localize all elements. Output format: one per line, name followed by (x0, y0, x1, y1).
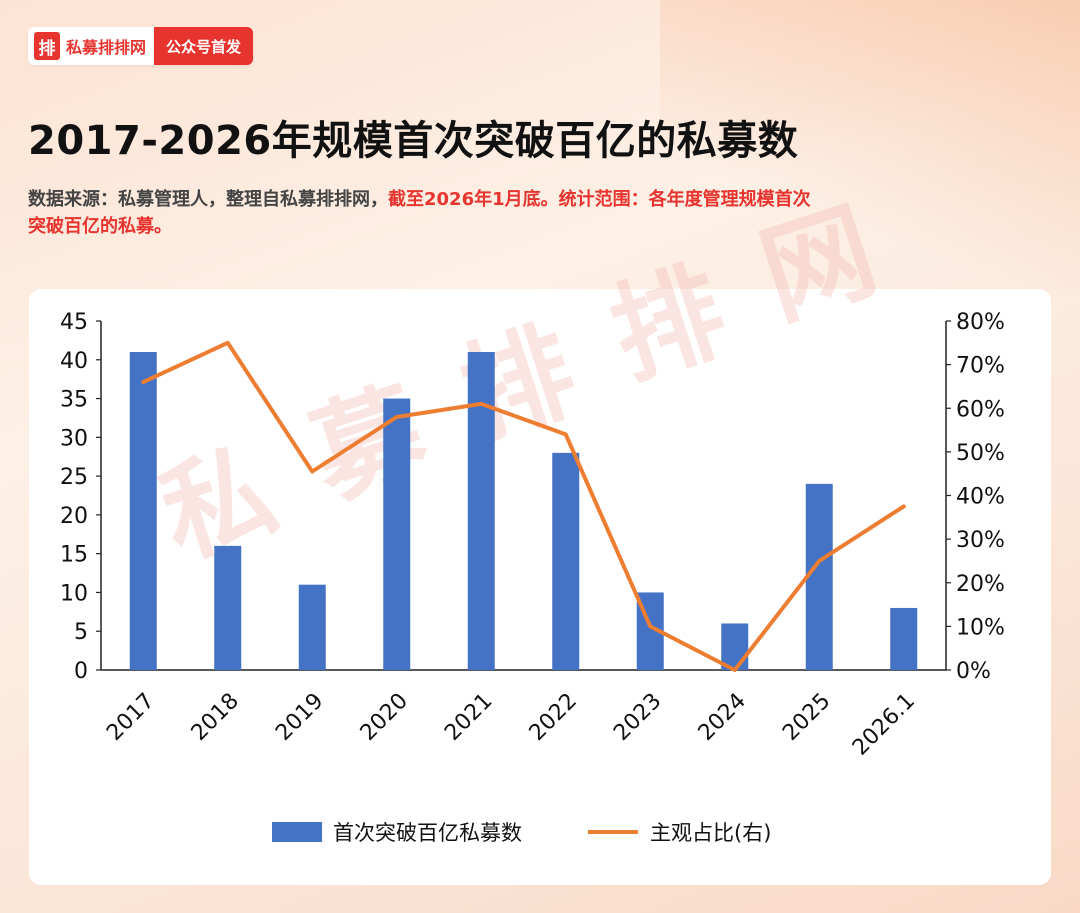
watermark-char: 排 (596, 246, 740, 402)
bar (383, 398, 411, 670)
brand-name: 私募排排网 (66, 38, 147, 57)
source-highlight-text: 截至2026年1月底。统计范围：各年度管理规模首次突破百亿的私募。 (28, 189, 811, 237)
chart-card (29, 289, 1051, 885)
x-tick-label: 2021 (440, 689, 497, 746)
x-tick-label: 2017 (102, 689, 159, 746)
x-tick-label: 2018 (187, 689, 244, 746)
page-title: 2017-2026年规模首次突破百亿的私募数 (28, 118, 799, 164)
y2-tick-label: 40% (956, 485, 1005, 510)
y-tick-label: 30 (60, 426, 88, 451)
y2-tick-label: 50% (956, 441, 1005, 466)
source-plain-text: 数据来源：私募管理人，整理自私募排排网， (28, 189, 388, 210)
x-tick-label: 2020 (356, 689, 413, 746)
watermark-char: 网 (746, 186, 890, 342)
brand-badge: 排 私募排排网 公众号首发 (28, 27, 254, 65)
y2-tick-label: 30% (956, 528, 1005, 553)
y2-tick-label: 60% (956, 397, 1005, 422)
y-tick-label: 40 (60, 349, 88, 374)
y-tick-label: 45 (60, 310, 88, 335)
line-series (141, 340, 906, 672)
y-tick-label: 10 (60, 581, 88, 606)
background-decoration (660, 0, 1080, 290)
y2-tick-label: 20% (956, 572, 1005, 597)
x-tick-label: 2023 (609, 689, 666, 746)
bar (129, 352, 157, 670)
bar (721, 623, 749, 670)
legend-bar-swatch (272, 822, 322, 842)
bar (467, 352, 495, 670)
brand-logo-icon: 排 (34, 32, 60, 60)
x-tick-label: 2019 (271, 689, 328, 746)
x-tick-label: 2022 (525, 689, 582, 746)
y-tick-label: 15 (60, 543, 88, 568)
y-tick-label: 0 (74, 659, 88, 684)
source-note: 数据来源：私募管理人，整理自私募排排网，截至2026年1月底。统计范围：各年度管… (28, 186, 828, 240)
watermark-char: 募 (295, 366, 441, 522)
publish-tag: 公众号首发 (154, 27, 254, 65)
bar (214, 545, 242, 670)
y-tick-label: 25 (60, 465, 88, 490)
bar (890, 607, 918, 670)
x-tick-label: 2024 (694, 689, 751, 746)
y-tick-label: 35 (60, 388, 88, 413)
y2-tick-label: 70% (956, 354, 1005, 379)
bar (805, 483, 833, 670)
legend-bar-label: 首次突破百亿私募数 (333, 821, 522, 845)
legend-line-label: 主观占比(右) (650, 821, 771, 845)
y2-tick-label: 10% (956, 615, 1005, 640)
brand-logo-area: 排 私募排排网 (28, 27, 155, 65)
x-tick-label: 2025 (778, 689, 835, 746)
bar (552, 452, 580, 670)
bar (298, 584, 326, 670)
y-tick-label: 5 (74, 620, 88, 645)
y-tick-label: 20 (60, 504, 88, 529)
y2-tick-label: 0% (956, 659, 991, 684)
x-tick-label: 2026.1 (848, 689, 920, 761)
y2-tick-label: 80% (956, 310, 1005, 335)
